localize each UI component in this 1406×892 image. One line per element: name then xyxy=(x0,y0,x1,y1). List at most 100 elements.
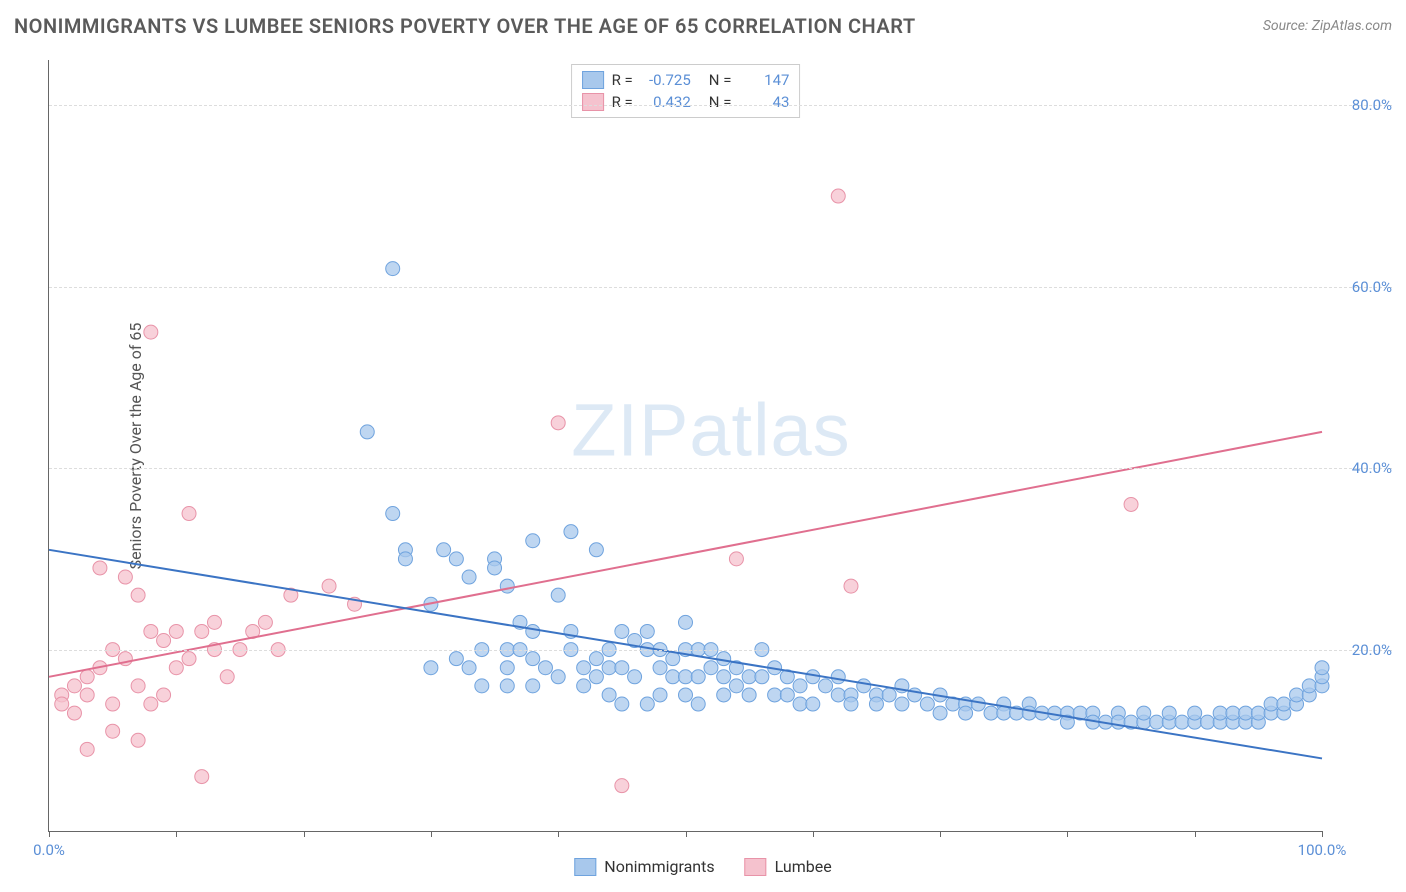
gridline xyxy=(49,468,1392,469)
data-point xyxy=(1315,661,1329,675)
data-point xyxy=(1188,706,1202,720)
data-point xyxy=(742,688,756,702)
legend-label-nonimmigrants: Nonimmigrants xyxy=(604,857,714,876)
data-point xyxy=(462,661,476,675)
data-point xyxy=(106,697,120,711)
data-point xyxy=(577,679,591,693)
data-point xyxy=(1226,706,1240,720)
n-value-lumbee: 43 xyxy=(739,93,789,111)
data-point xyxy=(602,688,616,702)
data-point xyxy=(793,697,807,711)
swatch-nonimmigrants xyxy=(582,71,604,89)
data-point xyxy=(424,661,438,675)
xtick xyxy=(1195,831,1196,837)
data-point xyxy=(615,697,629,711)
data-point xyxy=(220,670,234,684)
ytick-label: 80.0% xyxy=(1352,96,1392,114)
data-point xyxy=(564,525,578,539)
data-point xyxy=(971,697,985,711)
data-point xyxy=(577,661,591,675)
data-point xyxy=(551,588,565,602)
data-point xyxy=(1251,706,1265,720)
data-point xyxy=(131,733,145,747)
data-point xyxy=(80,742,94,756)
data-point xyxy=(526,679,540,693)
data-point xyxy=(869,697,883,711)
data-point xyxy=(1277,697,1291,711)
data-point xyxy=(500,661,514,675)
n-value-nonimmigrants: 147 xyxy=(739,71,789,89)
xtick xyxy=(431,831,432,837)
data-point xyxy=(831,670,845,684)
data-point xyxy=(386,507,400,521)
legend-item-lumbee: Lumbee xyxy=(745,857,832,876)
data-point xyxy=(602,661,616,675)
xtick xyxy=(49,831,50,837)
scatter-svg xyxy=(49,60,1322,831)
data-point xyxy=(666,670,680,684)
data-point xyxy=(538,661,552,675)
data-point xyxy=(691,697,705,711)
data-point xyxy=(653,688,667,702)
data-point xyxy=(1264,697,1278,711)
data-point xyxy=(589,652,603,666)
data-point xyxy=(768,688,782,702)
data-point xyxy=(118,570,132,584)
swatch-lumbee xyxy=(582,93,604,111)
data-point xyxy=(615,661,629,675)
gridline xyxy=(49,287,1392,288)
gridline xyxy=(49,105,1392,106)
data-point xyxy=(195,624,209,638)
chart-plot-area: ZIPatlas R = -0.725 N = 147 R = 0.432 N … xyxy=(48,60,1322,832)
data-point xyxy=(933,706,947,720)
data-point xyxy=(679,688,693,702)
data-point xyxy=(1290,688,1304,702)
data-point xyxy=(322,579,336,593)
data-point xyxy=(844,579,858,593)
xtick xyxy=(686,831,687,837)
legend-row-lumbee: R = 0.432 N = 43 xyxy=(582,91,790,113)
data-point xyxy=(526,534,540,548)
data-point xyxy=(1124,497,1138,511)
ytick-label: 60.0% xyxy=(1352,278,1392,296)
correlation-legend: R = -0.725 N = 147 R = 0.432 N = 43 xyxy=(571,64,801,118)
ytick-label: 40.0% xyxy=(1352,459,1392,477)
source-attribution: Source: ZipAtlas.com xyxy=(1263,18,1392,34)
data-point xyxy=(984,706,998,720)
data-point xyxy=(551,670,565,684)
data-point xyxy=(819,679,833,693)
ytick-label: 20.0% xyxy=(1352,641,1392,659)
data-point xyxy=(729,552,743,566)
data-point xyxy=(1200,715,1214,729)
data-point xyxy=(462,570,476,584)
data-point xyxy=(169,624,183,638)
series-legend: Nonimmigrants Lumbee xyxy=(574,857,831,876)
data-point xyxy=(1175,715,1189,729)
data-point xyxy=(691,670,705,684)
header-row: NONIMMIGRANTS VS LUMBEE SENIORS POVERTY … xyxy=(14,14,1392,38)
data-point xyxy=(959,706,973,720)
data-point xyxy=(360,425,374,439)
data-point xyxy=(831,688,845,702)
xtick xyxy=(176,831,177,837)
data-point xyxy=(1213,706,1227,720)
swatch-nonimmigrants-bottom xyxy=(574,858,596,876)
data-point xyxy=(857,679,871,693)
xtick xyxy=(304,831,305,837)
data-point xyxy=(131,679,145,693)
data-point xyxy=(144,624,158,638)
data-point xyxy=(1150,715,1164,729)
chart-title: NONIMMIGRANTS VS LUMBEE SENIORS POVERTY … xyxy=(14,14,916,38)
data-point xyxy=(589,543,603,557)
data-point xyxy=(144,325,158,339)
data-point xyxy=(1137,706,1151,720)
data-point xyxy=(526,652,540,666)
data-point xyxy=(615,624,629,638)
data-point xyxy=(640,624,654,638)
data-point xyxy=(895,697,909,711)
legend-row-nonimmigrants: R = -0.725 N = 147 xyxy=(582,69,790,91)
data-point xyxy=(195,770,209,784)
data-point xyxy=(628,670,642,684)
data-point xyxy=(742,670,756,684)
data-point xyxy=(1239,706,1253,720)
